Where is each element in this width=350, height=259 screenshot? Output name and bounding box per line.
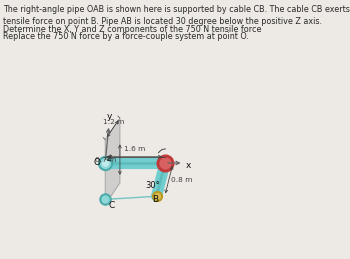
Text: Determine the X, Y and Z components of the 750 N tensile force: Determine the X, Y and Z components of t… — [3, 25, 261, 33]
Polygon shape — [105, 118, 120, 205]
Text: z: z — [106, 154, 111, 163]
Text: 1.6 m: 1.6 m — [125, 146, 146, 152]
Text: 1.2 m: 1.2 m — [103, 119, 125, 125]
Text: y: y — [107, 112, 112, 121]
Text: B: B — [152, 195, 158, 204]
Text: tensile force on point B. Pipe AB is located 30 degree below the positive Z axis: tensile force on point B. Pipe AB is loc… — [3, 17, 322, 26]
Text: 0.7 m: 0.7 m — [95, 157, 117, 163]
Text: x: x — [186, 161, 191, 169]
Text: The right-angle pipe OAB is shown here is supported by cable CB. The cable CB ex: The right-angle pipe OAB is shown here i… — [3, 5, 350, 14]
Text: C: C — [108, 202, 115, 210]
Text: 30°: 30° — [145, 181, 160, 190]
Text: 0.8 m: 0.8 m — [171, 177, 192, 183]
Text: Replace the 750 N force by a force-couple system at point O.: Replace the 750 N force by a force-coupl… — [3, 32, 248, 41]
Text: O: O — [93, 157, 100, 167]
